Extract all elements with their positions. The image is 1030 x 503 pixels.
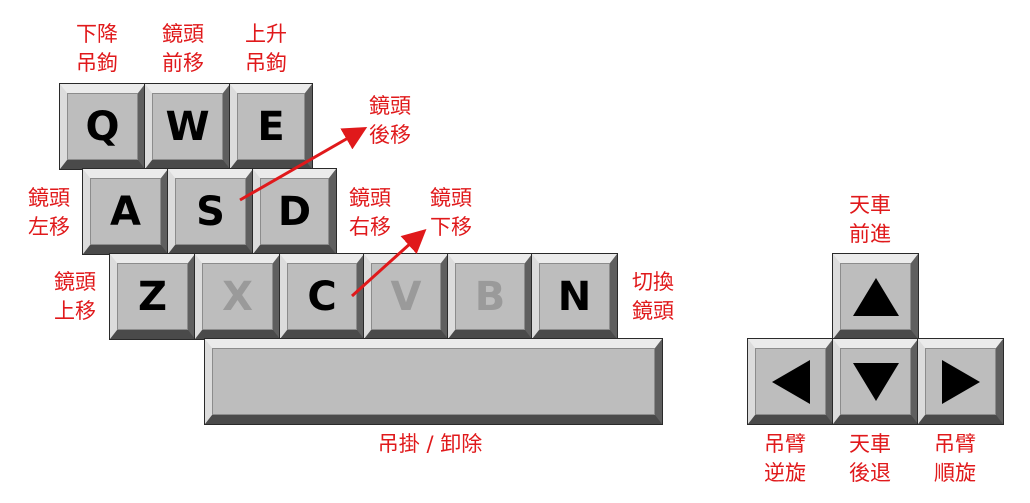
key-a-letter: A: [90, 178, 161, 245]
key-arrow-down: [832, 338, 919, 425]
label-d: 鏡頭 右移: [335, 184, 405, 242]
label-left-line2: 逆旋: [764, 461, 806, 485]
label-z-line2: 上移: [54, 299, 96, 323]
key-q: Q: [59, 83, 146, 170]
left-triangle-icon: [771, 359, 810, 404]
key-arrow-left-face: [755, 348, 826, 415]
label-w-line1: 鏡頭: [162, 22, 204, 46]
label-s-line2: 後移: [369, 123, 411, 147]
right-triangle-icon: [941, 359, 980, 404]
key-c: C: [279, 253, 365, 340]
label-z-line1: 鏡頭: [54, 270, 96, 294]
up-triangle-icon: [852, 277, 899, 316]
key-b-letter: B: [455, 263, 525, 330]
label-c: 鏡頭 下移: [416, 184, 486, 242]
label-left-line1: 吊臂: [764, 432, 806, 456]
key-n-letter: N: [539, 263, 610, 330]
label-q-line1: 下降: [76, 22, 118, 46]
key-arrow-up: [832, 253, 919, 340]
key-v: V: [363, 253, 449, 340]
label-e-line2: 吊鉤: [245, 51, 287, 75]
key-q-letter: Q: [67, 93, 138, 160]
label-n: 切換 鏡頭: [618, 268, 688, 326]
key-d: D: [252, 168, 337, 255]
key-arrow-left: [747, 338, 834, 425]
label-w-line2: 前移: [162, 51, 204, 75]
label-right-line2: 順旋: [934, 461, 976, 485]
label-up-line1: 天車: [849, 193, 891, 217]
key-x-letter: X: [202, 263, 273, 330]
key-c-letter: C: [287, 263, 357, 330]
label-a-line1: 鏡頭: [28, 186, 70, 210]
label-s-line1: 鏡頭: [369, 94, 411, 118]
key-z-letter: Z: [117, 263, 188, 330]
key-a: A: [82, 168, 169, 255]
label-c-line2: 下移: [430, 215, 472, 239]
key-s-letter: S: [175, 178, 246, 245]
label-space: 吊掛 / 卸除: [330, 430, 530, 459]
label-z: 鏡頭 上移: [40, 268, 110, 326]
key-e: E: [229, 83, 313, 170]
label-n-line2: 鏡頭: [632, 299, 674, 323]
label-c-line1: 鏡頭: [430, 186, 472, 210]
label-right-line1: 吊臂: [934, 432, 976, 456]
label-down-line1: 天車: [849, 432, 891, 456]
key-arrow-right-face: [925, 348, 996, 415]
label-w: 鏡頭 前移: [148, 20, 218, 78]
key-arrow-down-face: [840, 348, 911, 415]
label-left: 吊臂 逆旋: [750, 430, 820, 488]
key-b: B: [447, 253, 533, 340]
label-n-line1: 切換: [632, 270, 674, 294]
key-n: N: [531, 253, 618, 340]
label-a-line2: 左移: [28, 215, 70, 239]
label-e-line1: 上升: [245, 22, 287, 46]
down-triangle-icon: [852, 362, 899, 401]
label-q-line2: 吊鉤: [76, 51, 118, 75]
label-d-line2: 右移: [349, 215, 391, 239]
label-a: 鏡頭 左移: [14, 184, 84, 242]
key-space-face: [212, 348, 655, 415]
label-up-line2: 前進: [849, 222, 891, 246]
key-x: X: [194, 253, 281, 340]
key-arrow-right: [917, 338, 1004, 425]
label-up: 天車 前進: [835, 191, 905, 249]
label-down-line2: 後退: [849, 461, 891, 485]
key-w-letter: W: [152, 93, 223, 160]
key-space: [204, 338, 663, 425]
label-q: 下降 吊鉤: [62, 20, 132, 78]
key-e-letter: E: [237, 93, 305, 160]
key-z: Z: [109, 253, 196, 340]
label-d-line1: 鏡頭: [349, 186, 391, 210]
key-arrow-up-face: [840, 263, 911, 330]
label-e: 上升 吊鉤: [231, 20, 301, 78]
label-down: 天車 後退: [835, 430, 905, 488]
key-w: W: [144, 83, 231, 170]
label-s: 鏡頭 後移: [355, 92, 425, 150]
key-d-letter: D: [260, 178, 329, 245]
key-s: S: [167, 168, 254, 255]
label-space-text: 吊掛 / 卸除: [377, 432, 483, 456]
key-v-letter: V: [371, 263, 441, 330]
label-right: 吊臂 順旋: [920, 430, 990, 488]
